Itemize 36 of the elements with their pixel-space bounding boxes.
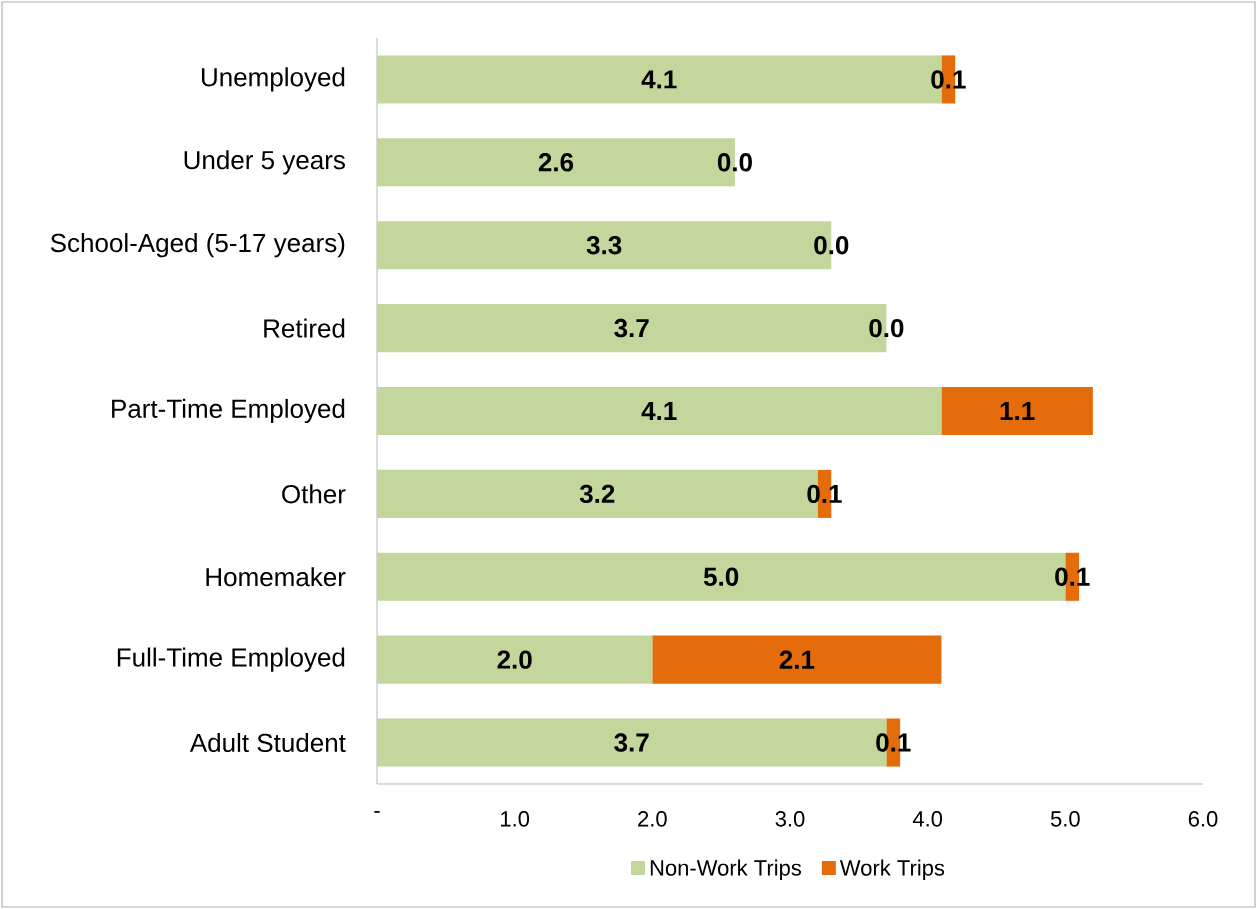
y-tick-label: School-Aged (5-17 years) bbox=[50, 233, 345, 258]
data-label: 2.0 bbox=[497, 650, 532, 669]
legend-label: Non-Work Trips bbox=[650, 859, 802, 881]
x-tick-label: 2.0 bbox=[638, 811, 667, 827]
y-tick-label: Homemaker bbox=[206, 567, 346, 587]
bar bbox=[377, 386, 942, 436]
bar bbox=[941, 386, 1093, 436]
x-tick-label: - bbox=[374, 811, 380, 813]
data-label: 0.0 bbox=[717, 153, 752, 172]
y-tick-label: Under 5 years bbox=[184, 150, 345, 175]
data-label: 0.0 bbox=[869, 318, 904, 338]
bar bbox=[377, 635, 653, 684]
y-tick-label: Other bbox=[282, 484, 346, 504]
x-tick-label: 1.0 bbox=[501, 811, 530, 827]
data-label: 2.1 bbox=[779, 650, 815, 669]
y-tick-label: Part-Time Employed bbox=[112, 398, 345, 424]
y-tick-label: Full-Time Employed bbox=[117, 647, 345, 672]
x-tick-label: 5.0 bbox=[1050, 811, 1080, 827]
data-label: 3.2 bbox=[579, 484, 615, 504]
data-label: 5.0 bbox=[703, 567, 739, 586]
y-tick-label: Adult Student bbox=[189, 732, 346, 753]
data-label: 3.7 bbox=[614, 318, 649, 338]
y-tick-label: Unemployed bbox=[201, 67, 345, 92]
data-label: 0.0 bbox=[814, 236, 849, 255]
data-label: 2.6 bbox=[538, 153, 574, 172]
data-label: 4.1 bbox=[641, 70, 677, 89]
bar bbox=[652, 635, 942, 684]
data-label: 3.7 bbox=[614, 733, 649, 752]
x-tick-label: 6.0 bbox=[1188, 811, 1218, 827]
data-label: 3.3 bbox=[586, 235, 622, 255]
y-tick-label: Retired bbox=[264, 318, 345, 338]
x-tick-label: 3.0 bbox=[775, 811, 805, 827]
x-tick-label: 4.0 bbox=[912, 811, 943, 827]
data-label: 1.1 bbox=[1000, 402, 1035, 420]
data-label: 4.1 bbox=[641, 402, 677, 420]
legend-label: Work Trips bbox=[839, 859, 945, 881]
